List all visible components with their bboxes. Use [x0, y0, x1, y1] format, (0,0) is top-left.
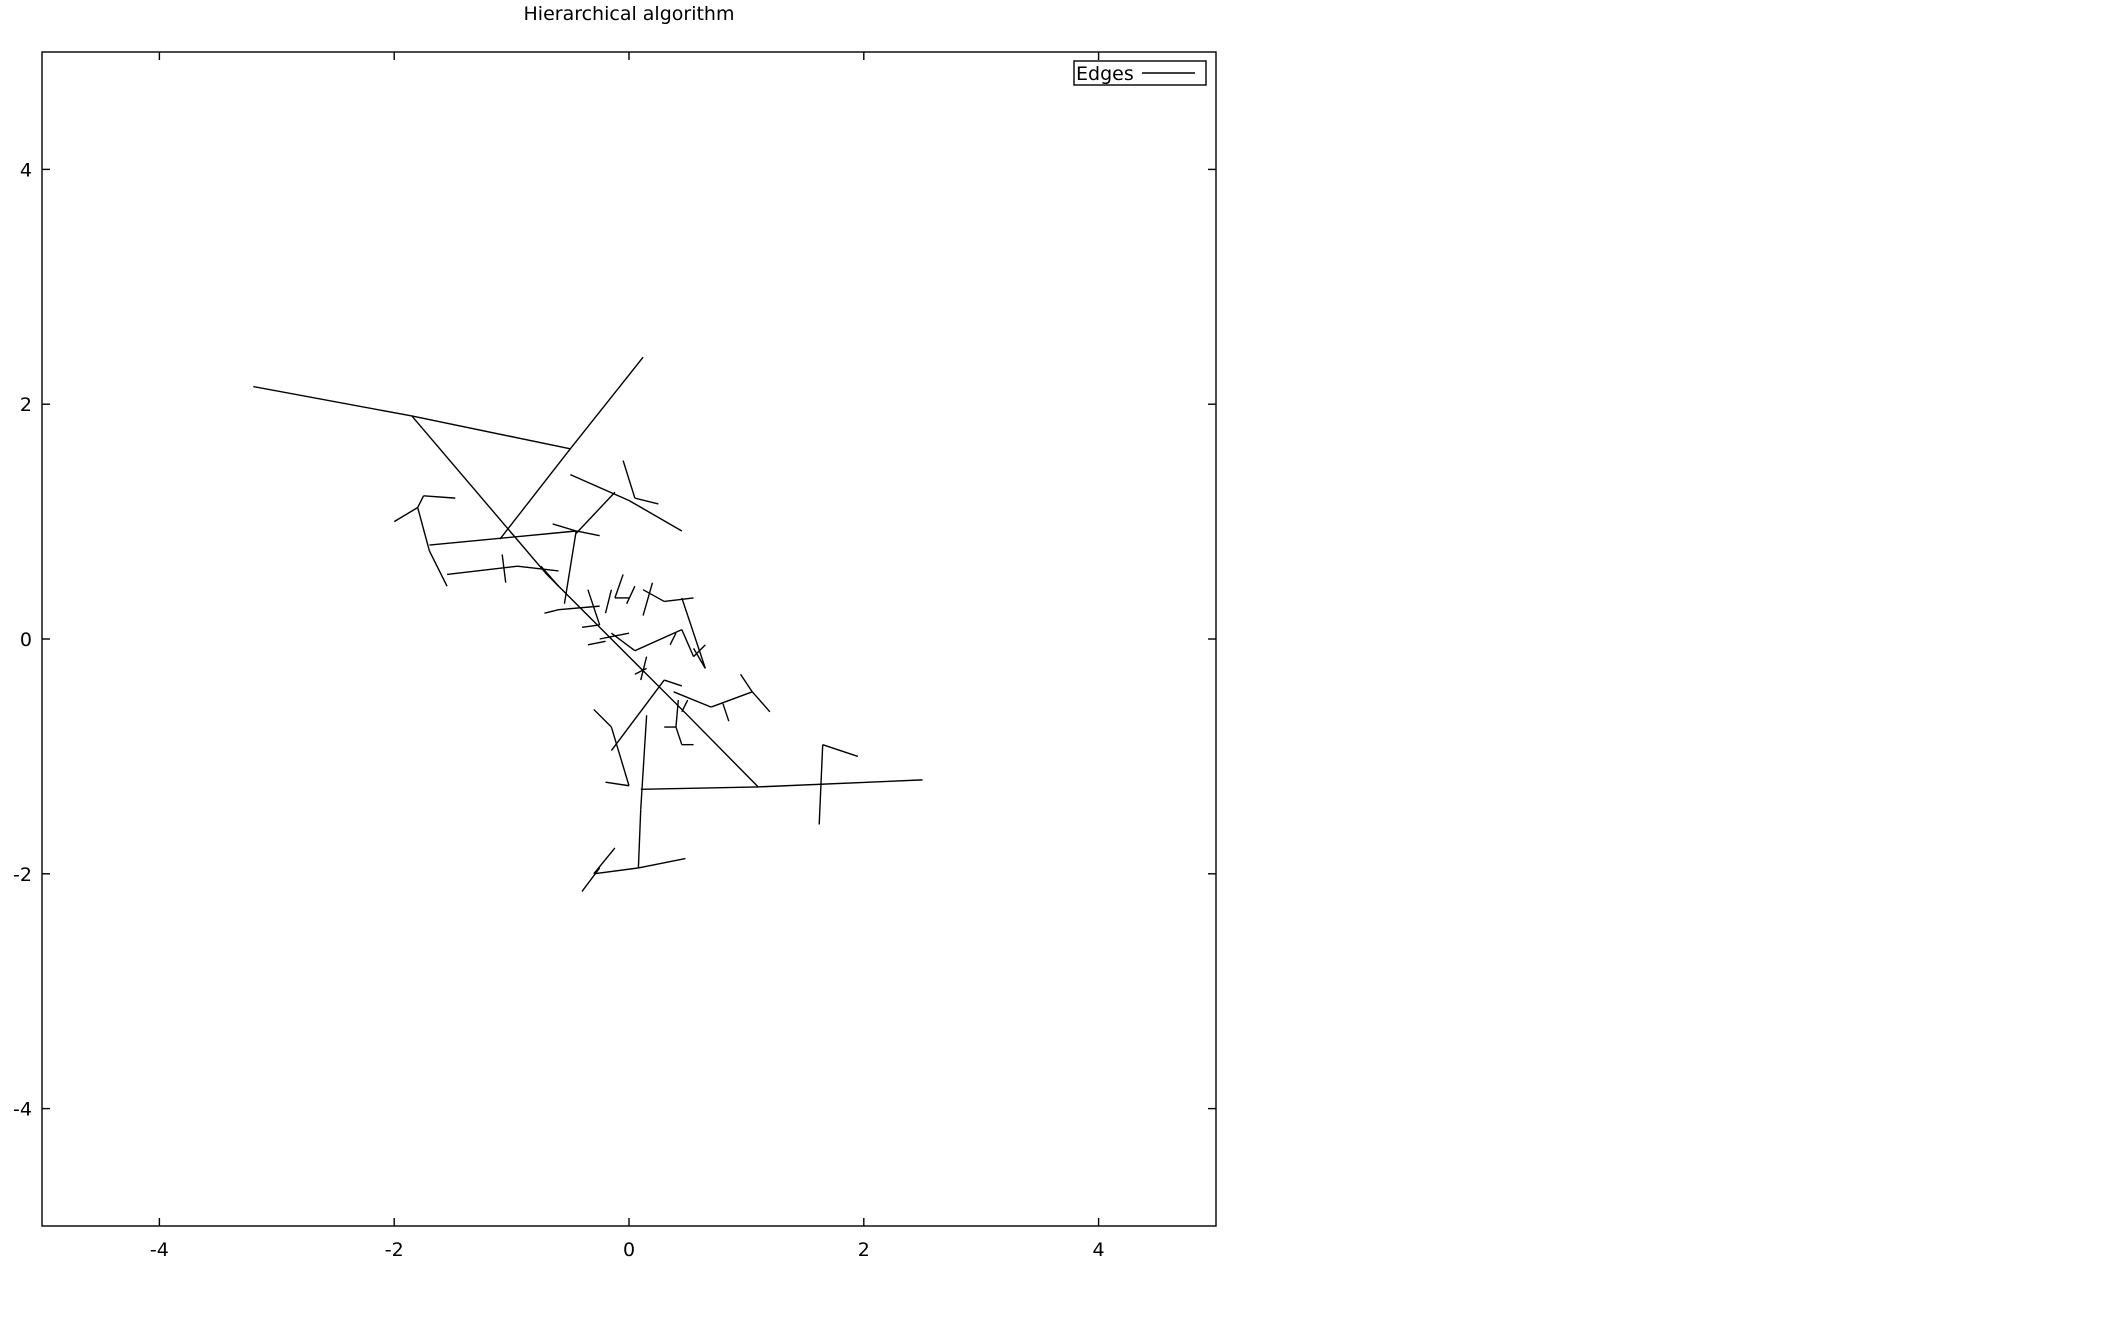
edge-segment	[558, 605, 600, 611]
edge-segment	[822, 743, 859, 758]
edge-segment	[634, 497, 659, 505]
edge-segment	[446, 565, 518, 576]
edge-segment	[587, 640, 606, 646]
edge-segment	[673, 691, 712, 708]
axis-ticks: -4 -2 0 2 4 -4 -2 0 2 4	[13, 52, 1216, 1261]
edge-segment	[499, 448, 571, 540]
edge-segment	[634, 628, 683, 652]
chart-title: Hierarchical algorithm	[524, 3, 735, 25]
y-tick-label: -2	[13, 864, 32, 886]
edge-segment	[710, 691, 753, 708]
edge-segment	[675, 726, 683, 745]
y-tick-label: 4	[20, 159, 32, 181]
edge-segment	[681, 597, 689, 616]
edge-segment	[622, 460, 636, 499]
edge-segment	[581, 867, 601, 892]
x-tick-label: -2	[385, 1239, 404, 1261]
edge-segment	[605, 781, 630, 787]
edge-segment	[604, 589, 613, 614]
edge-segment	[681, 629, 695, 657]
x-tick-label: 2	[858, 1239, 870, 1261]
edge-segment	[687, 615, 706, 669]
edge-segment	[722, 703, 730, 722]
edge-segment	[626, 585, 636, 605]
edge-segment	[664, 597, 694, 603]
edge-segment	[575, 491, 616, 534]
y-tick-label: -4	[13, 1099, 32, 1121]
edge-segment	[569, 356, 644, 450]
edge-segment	[517, 565, 559, 572]
edge-segment	[693, 644, 706, 658]
edge-segment	[417, 495, 425, 508]
edge-segment	[593, 847, 616, 875]
edge-segment	[739, 673, 753, 693]
edge-segment	[593, 708, 612, 728]
edge-segment	[637, 809, 642, 868]
edge-segment	[692, 648, 706, 669]
edge-segment	[663, 679, 683, 687]
edge-segment	[599, 632, 630, 640]
edge-segment	[610, 679, 665, 751]
edge-segment	[610, 726, 630, 786]
edge-segment	[593, 867, 639, 875]
edge-segment	[614, 574, 624, 599]
edge-segment	[429, 530, 577, 546]
edge-segment	[546, 573, 683, 710]
edge-segment	[417, 507, 431, 552]
edge-segment	[423, 495, 456, 499]
edge-segment	[638, 857, 686, 869]
edge-segment	[581, 624, 600, 628]
edge-segment	[563, 530, 577, 604]
edge-segment	[642, 582, 654, 616]
edge-segment	[818, 744, 824, 825]
edge-segment	[628, 499, 683, 532]
edge-segment	[587, 589, 601, 626]
edge-segment	[675, 699, 680, 728]
edges-series	[253, 356, 923, 892]
edge-segment	[681, 708, 759, 788]
edge-segment	[540, 565, 560, 587]
legend-label-edges: Edges	[1076, 63, 1134, 85]
edge-segment	[751, 691, 771, 713]
edge-segment	[570, 473, 630, 502]
y-tick-label: 0	[20, 629, 32, 651]
edge-segment	[411, 415, 548, 575]
edge-segment	[428, 550, 448, 587]
plot-frame	[41, 51, 1217, 1227]
edge-segment	[501, 554, 507, 583]
edge-segment	[669, 632, 677, 646]
edge-segment	[634, 667, 647, 675]
edge-segment	[552, 523, 577, 532]
y-tick-label: 2	[20, 394, 32, 416]
edge-segment	[642, 589, 665, 603]
edge-segment	[393, 506, 419, 523]
edge-segment	[758, 779, 923, 788]
edge-segment	[681, 699, 689, 713]
edge-segment	[253, 385, 412, 417]
x-tick-label: 0	[623, 1239, 635, 1261]
edge-segment	[544, 608, 559, 614]
x-tick-label: -4	[150, 1239, 169, 1261]
edge-segment	[640, 786, 759, 790]
legend: Edges	[1073, 60, 1207, 86]
edge-segment	[576, 530, 600, 537]
edge-segment	[640, 656, 648, 681]
x-tick-label: 4	[1093, 1239, 1105, 1261]
edge-segment	[640, 715, 648, 810]
edge-segment	[411, 415, 571, 450]
legend-box	[1073, 60, 1207, 86]
